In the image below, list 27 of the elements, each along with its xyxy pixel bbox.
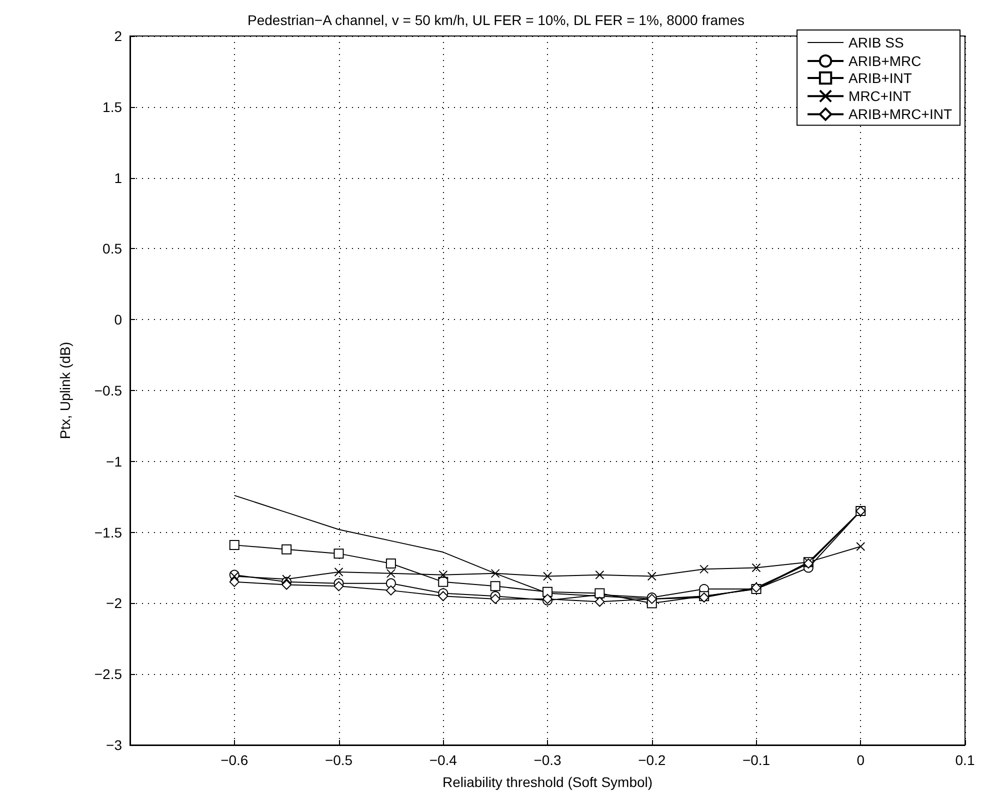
- legend-label: ARIB+INT: [848, 70, 912, 86]
- y-tick-label: 1.5: [102, 98, 122, 115]
- x-tick-label: −0.5: [324, 752, 353, 768]
- x-axis-title: Reliability threshold (Soft Symbol): [442, 774, 653, 790]
- x-tick-label: −0.4: [429, 752, 458, 768]
- y-tick-label: −1.5: [94, 524, 122, 540]
- y-tick-label: 0.5: [102, 240, 122, 257]
- y-axis-title: Ptx, Uplink (dB): [57, 342, 73, 440]
- legend-label: ARIB SS: [848, 34, 904, 50]
- x-tick-label: −0.2: [638, 752, 666, 768]
- x-tick-label: −0.6: [220, 752, 248, 768]
- x-tick-label: 0.1: [955, 752, 975, 768]
- y-tick-label: −3: [106, 737, 122, 753]
- y-tick-label: 1: [114, 170, 122, 186]
- legend-label: MRC+INT: [848, 88, 912, 104]
- y-tick-label: −0.5: [94, 382, 122, 398]
- y-tick-label: 0: [114, 312, 122, 328]
- x-tick-label: 0: [856, 752, 865, 768]
- chart-title: Pedestrian−A channel, v = 50 km/h, UL FER = 10%, DL FER = 1%, 8000 frames: [248, 12, 744, 28]
- y-tick-label: −2.5: [94, 666, 122, 682]
- y-tick-label: −1: [106, 453, 122, 470]
- x-tick-label: −0.3: [534, 752, 562, 768]
- x-tick-label: −0.1: [742, 752, 770, 768]
- y-tick-label: 2: [114, 28, 122, 44]
- y-tick-label: −2: [106, 595, 122, 612]
- legend-label: ARIB+MRC+INT: [848, 106, 952, 122]
- legend-label: ARIB+MRC: [848, 53, 922, 69]
